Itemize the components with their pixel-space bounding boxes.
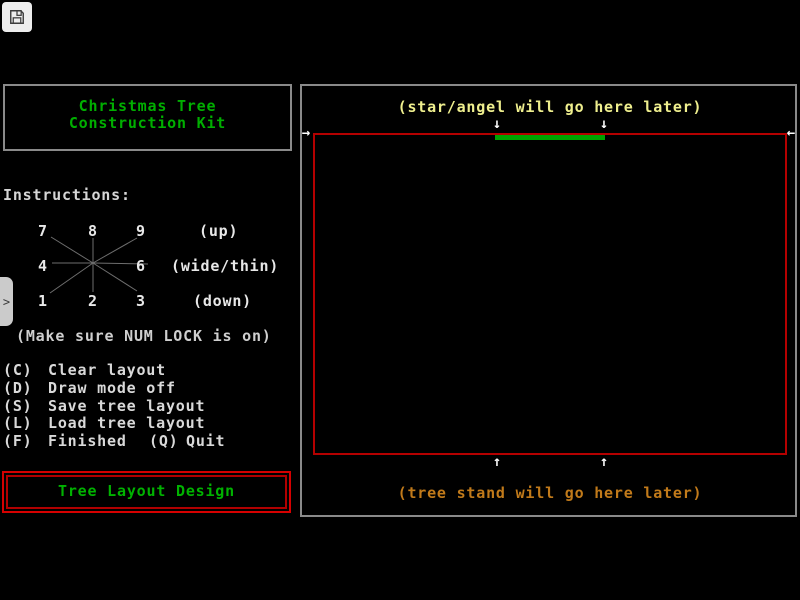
- menu-label: Finished: [48, 432, 127, 450]
- numpad-key-8: 8: [88, 222, 98, 240]
- title-box: Christmas Tree Construction Kit: [3, 84, 292, 151]
- cursor-arrow-down-left: ↓: [492, 116, 502, 132]
- app-title-line1: Christmas Tree: [78, 97, 217, 115]
- numpad-key-6: 6: [136, 257, 146, 275]
- menu-label: Load tree layout: [48, 414, 206, 432]
- menu-key: (C): [3, 361, 33, 379]
- menu-key: (S): [3, 397, 33, 415]
- numpad-label-wide-thin: (wide/thin): [171, 257, 280, 275]
- tree-top-layer: [495, 135, 605, 140]
- cursor-arrow-left: ←: [786, 125, 796, 141]
- drawer-handle[interactable]: >: [0, 277, 13, 326]
- menu-item-save: (S) Save tree layout: [3, 397, 293, 415]
- menu-label: Draw mode off: [48, 379, 176, 397]
- cursor-arrow-up-right: ↑: [599, 454, 609, 470]
- mode-box: Tree Layout Design: [2, 471, 291, 513]
- menu-item-finished-quit: (F) Finished (Q) Quit: [3, 432, 293, 450]
- cursor-arrow-right: →: [301, 125, 311, 141]
- numpad-key-7: 7: [38, 222, 48, 240]
- menu-item-draw-mode: (D) Draw mode off: [3, 379, 293, 397]
- menu-key-2: (Q): [149, 432, 179, 450]
- menu-item-load: (L) Load tree layout: [3, 414, 293, 432]
- menu-item-clear: (C) Clear layout: [3, 361, 293, 379]
- numpad-direction-lines: [49, 236, 149, 294]
- numpad-key-4: 4: [38, 257, 48, 275]
- numlock-note: (Make sure NUM LOCK is on): [16, 327, 272, 345]
- save-button[interactable]: [2, 2, 32, 32]
- instructions-heading: Instructions:: [3, 186, 131, 204]
- tree-canvas[interactable]: [313, 133, 787, 455]
- numpad-label-down: (down): [193, 292, 252, 310]
- app-title-line2: Construction Kit: [68, 114, 227, 132]
- numpad-diagram: 7 8 9 (up) 4 6 (wide/thin) 1 2 3 (down): [0, 214, 300, 344]
- cursor-arrow-down-right: ↓: [599, 116, 609, 132]
- menu-label: Save tree layout: [48, 397, 206, 415]
- menu-label: Clear layout: [48, 361, 166, 379]
- numpad-key-9: 9: [136, 222, 146, 240]
- numpad-label-up: (up): [199, 222, 239, 240]
- command-menu: (C) Clear layout (D) Draw mode off (S) S…: [3, 361, 293, 453]
- numpad-key-2: 2: [88, 292, 98, 310]
- menu-label-2: Quit: [186, 432, 226, 450]
- tree-stand-hint: (tree stand will go here later): [397, 484, 703, 502]
- mode-label: Tree Layout Design: [58, 482, 235, 500]
- cursor-arrow-up-left: ↑: [492, 454, 502, 470]
- numpad-key-1: 1: [38, 292, 48, 310]
- design-panel: (star/angel will go here later) ↓ ↓ ↑ ↑ …: [300, 84, 797, 517]
- numpad-key-3: 3: [136, 292, 146, 310]
- menu-key: (L): [3, 414, 33, 432]
- chevron-right-icon: >: [2, 294, 11, 309]
- star-angel-hint: (star/angel will go here later): [397, 98, 703, 116]
- menu-key: (D): [3, 379, 33, 397]
- floppy-disk-icon: [7, 7, 27, 27]
- menu-key: (F): [3, 432, 33, 450]
